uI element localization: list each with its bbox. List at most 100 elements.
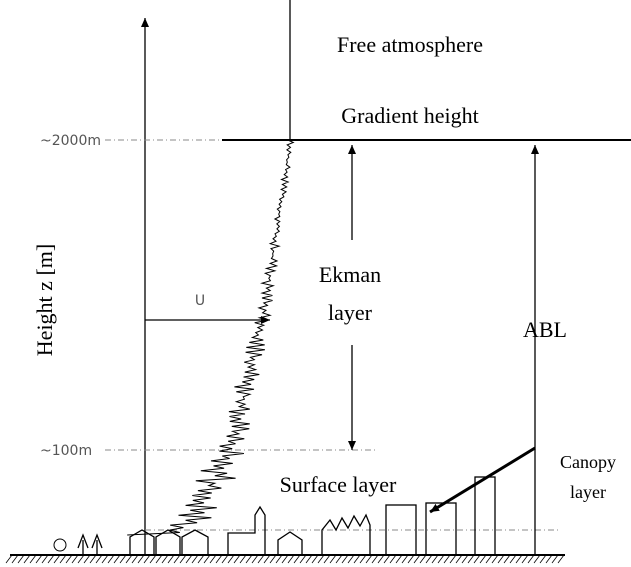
hatch-line [383,554,391,564]
hatch-line [107,554,115,564]
ekman-label: layer [328,300,373,325]
hatch-line [119,554,127,564]
hatch-line [461,554,469,564]
height-100: ~100m [40,443,92,459]
hatch-line [149,554,157,564]
hatch-line [11,554,19,564]
hatch-line [203,554,211,564]
hatch-line [5,554,13,564]
hatch-line [413,554,421,564]
hatch-line [491,554,499,564]
hatch-line [137,554,145,564]
hatch-line [473,554,481,564]
hatch-line [131,554,139,564]
ekman-label: Ekman [319,262,381,287]
hatch-line [215,554,223,564]
hatch-line [419,554,427,564]
hatch-line [539,554,547,564]
y-axis-label: Height z [m] [32,244,57,356]
hatch-line [311,554,319,564]
hatch-line [371,554,379,564]
hatch-line [527,554,535,564]
hatch-line [557,554,565,564]
hatch-line [479,554,487,564]
hatch-line [509,554,517,564]
hatch-line [503,554,511,564]
hatch-line [143,554,151,564]
hatch-line [167,554,175,564]
hatch-line [341,554,349,564]
hatch-line [251,554,259,564]
hatch-line [305,554,313,564]
hatch-line [335,554,343,564]
hatch-line [155,554,163,564]
height-2000: ~2000m [40,133,101,149]
hatch-line [365,554,373,564]
hatch-line [95,554,103,564]
hatch-line [395,554,403,564]
free-atmosphere: Free atmosphere [337,32,483,57]
hatch-line [197,554,205,564]
hatch-line [281,554,289,564]
hatch-line [425,554,433,564]
hatch-line [161,554,169,564]
u-label: U [195,293,205,309]
hatch-line [245,554,253,564]
hatch-line [401,554,409,564]
hatch-line [29,554,37,564]
hatch-line [221,554,229,564]
hatch-line [275,554,283,564]
hatch-line [257,554,265,564]
ground-hatch [5,554,565,564]
hatch-line [185,554,193,564]
wind-profile [127,139,295,536]
hatch-line [179,554,187,564]
hatch-line [269,554,277,564]
hatch-line [113,554,121,564]
hatch-line [359,554,367,564]
gradient-height: Gradient height [341,103,478,128]
hatch-line [467,554,475,564]
hatch-line [53,554,61,564]
hatch-line [239,554,247,564]
hatch-line [515,554,523,564]
hatch-line [377,554,385,564]
hatch-line [443,554,451,564]
hatch-line [407,554,415,564]
hatch-line [497,554,505,564]
buildings [53,476,496,556]
hatch-line [545,554,553,564]
hatch-line [485,554,493,564]
hatch-line [317,554,325,564]
hatch-line [263,554,271,564]
hatch-line [437,554,445,564]
hatch-line [521,554,529,564]
hatch-line [35,554,43,564]
hatch-line [299,554,307,564]
hatch-line [353,554,361,564]
hatch-line [65,554,73,564]
hatch-line [71,554,79,564]
hatch-line [23,554,31,564]
hatch-line [533,554,541,564]
hatch-line [83,554,91,564]
hatch-line [347,554,355,564]
hatch-line [59,554,67,564]
hatch-line [233,554,241,564]
hatch-line [551,554,559,564]
surface-layer: Surface layer [280,472,397,497]
hatch-line [125,554,133,564]
hatch-line [173,554,181,564]
hatch-line [209,554,217,564]
hatch-line [191,554,199,564]
canopy-label: layer [570,482,606,502]
hatch-line [293,554,301,564]
hatch-line [89,554,97,564]
hatch-line [287,554,295,564]
canopy-arrow [429,446,536,514]
hatch-line [455,554,463,564]
hatch-line [17,554,25,564]
hatch-line [47,554,55,564]
canopy-label: Canopy [560,452,616,472]
